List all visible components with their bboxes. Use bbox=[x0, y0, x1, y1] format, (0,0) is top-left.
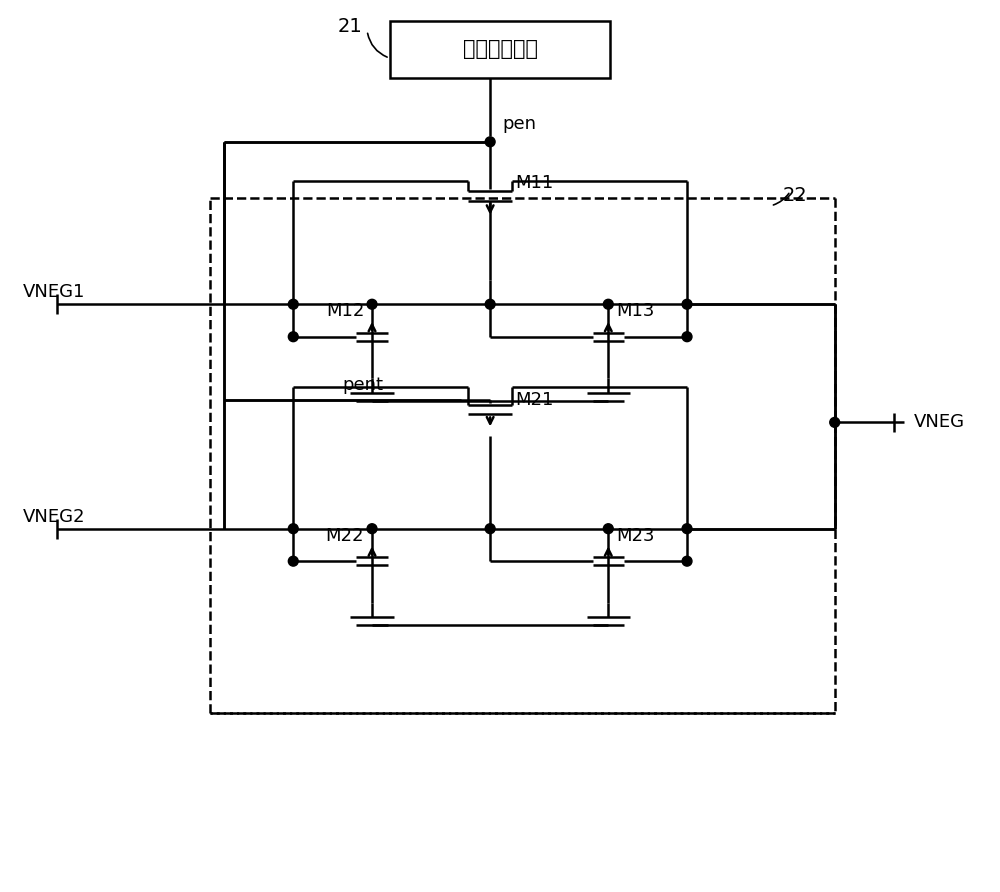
Bar bbox=[390, 21, 610, 78]
Text: 22: 22 bbox=[783, 186, 808, 205]
Text: 21: 21 bbox=[338, 17, 363, 37]
Text: M21: M21 bbox=[515, 391, 553, 409]
Circle shape bbox=[288, 332, 298, 342]
Text: M23: M23 bbox=[616, 526, 655, 545]
Circle shape bbox=[367, 524, 377, 533]
Text: 电平转移电路: 电平转移电路 bbox=[462, 39, 538, 59]
Circle shape bbox=[485, 136, 495, 146]
Text: VNEG: VNEG bbox=[913, 413, 964, 432]
Text: M13: M13 bbox=[616, 302, 655, 320]
Circle shape bbox=[288, 300, 298, 310]
Circle shape bbox=[485, 524, 495, 533]
Text: M12: M12 bbox=[326, 302, 364, 320]
Text: pen: pen bbox=[502, 115, 536, 133]
Circle shape bbox=[288, 557, 298, 566]
Circle shape bbox=[682, 332, 692, 342]
Circle shape bbox=[682, 524, 692, 533]
Circle shape bbox=[682, 300, 692, 310]
Circle shape bbox=[682, 557, 692, 566]
Circle shape bbox=[367, 300, 377, 310]
Text: pent: pent bbox=[342, 376, 383, 394]
Circle shape bbox=[830, 417, 840, 427]
Circle shape bbox=[603, 524, 613, 533]
Circle shape bbox=[485, 300, 495, 310]
Text: M22: M22 bbox=[326, 526, 364, 545]
Text: M11: M11 bbox=[515, 174, 553, 192]
Circle shape bbox=[288, 524, 298, 533]
Circle shape bbox=[603, 300, 613, 310]
Text: VNEG2: VNEG2 bbox=[23, 508, 85, 526]
Text: VNEG1: VNEG1 bbox=[23, 284, 85, 301]
